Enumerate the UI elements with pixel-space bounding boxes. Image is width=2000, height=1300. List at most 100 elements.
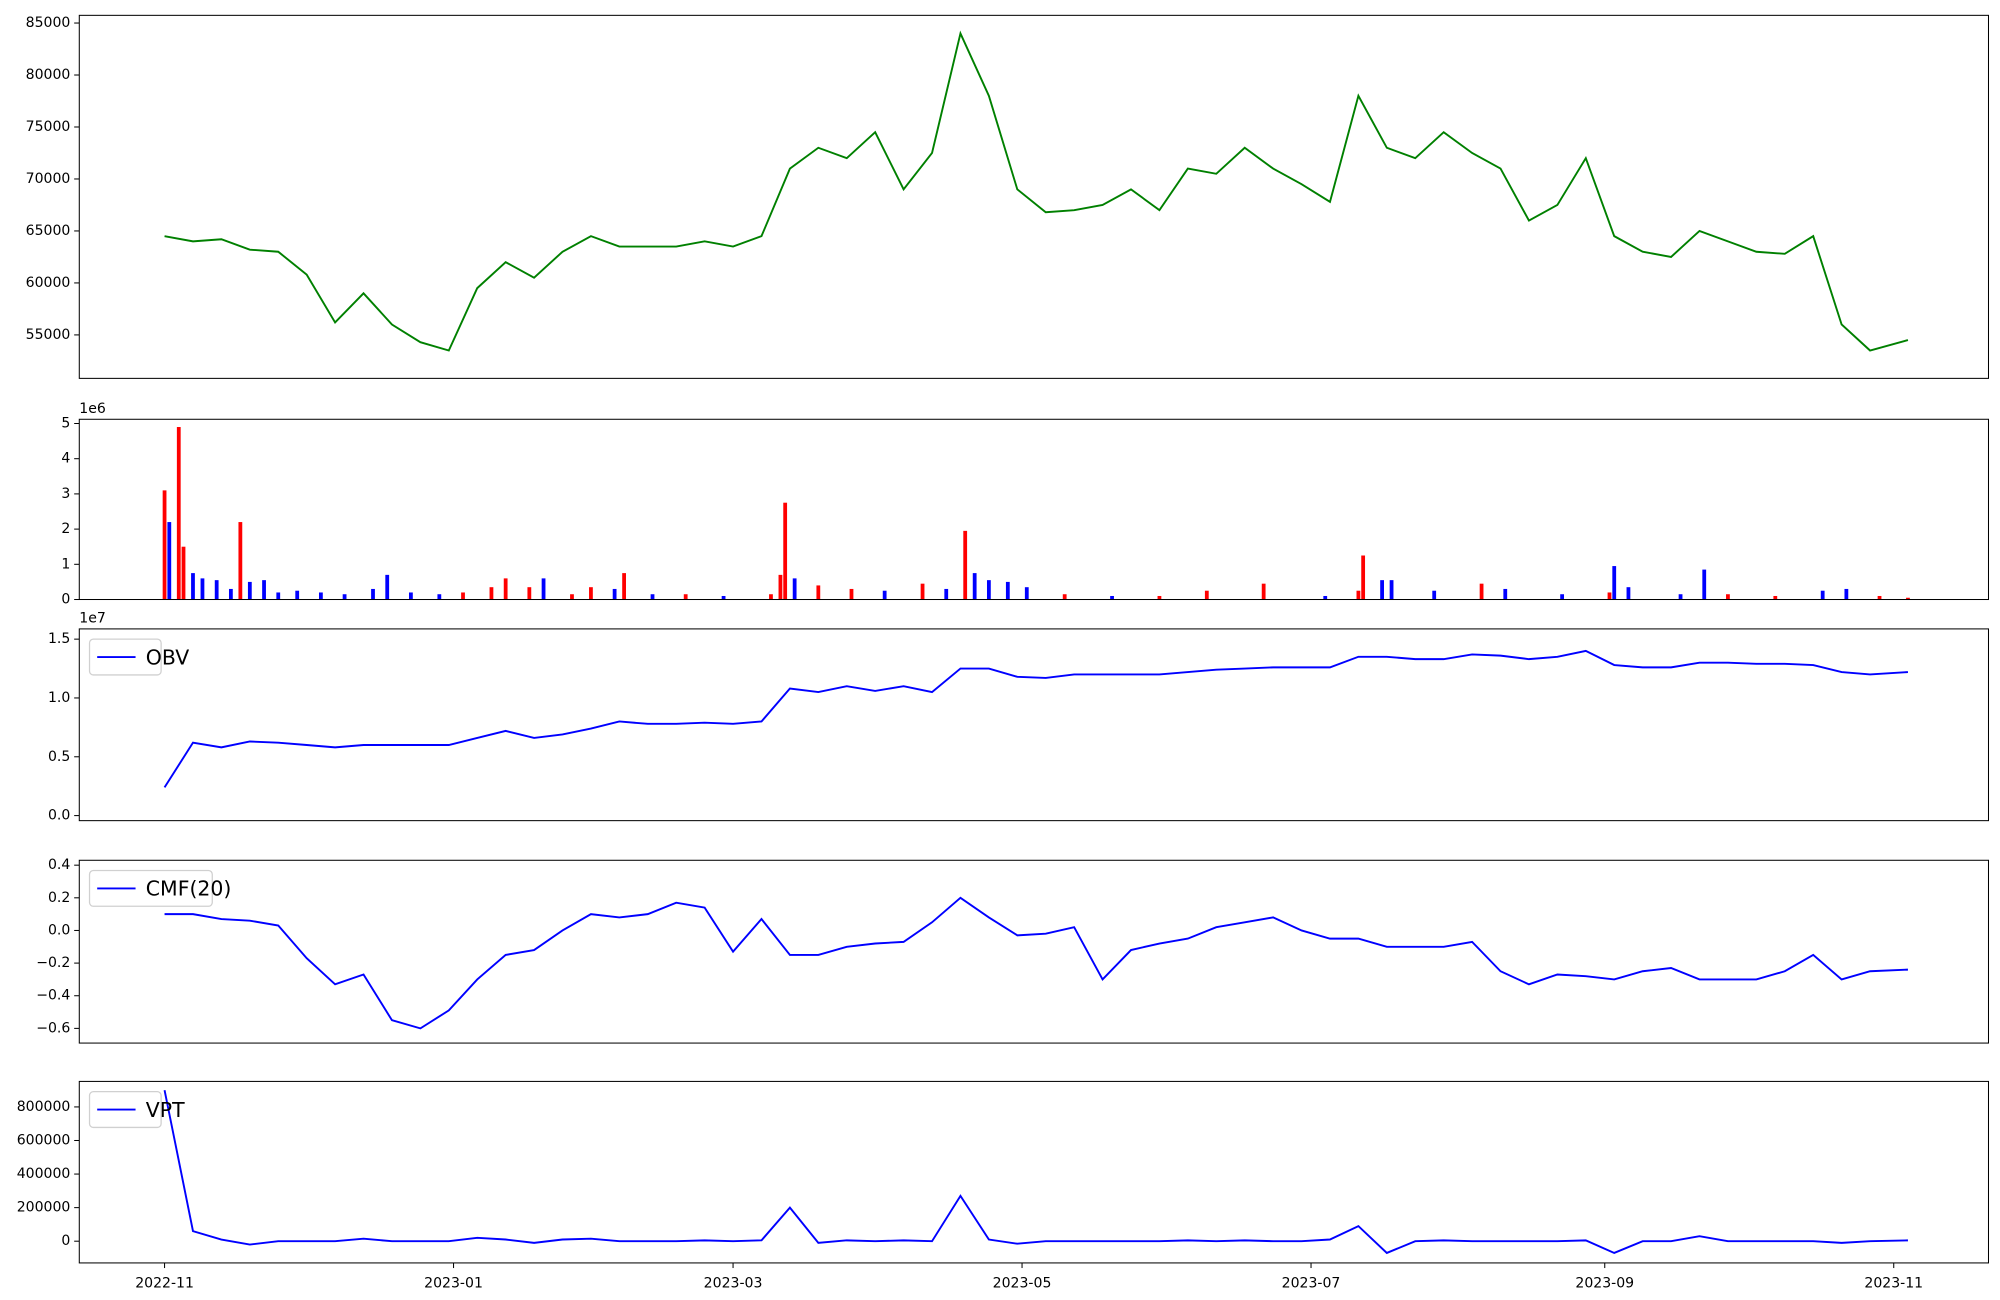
axes-frame: [78, 859, 1990, 1044]
volume-bar: [721, 595, 726, 600]
volume-bar: [769, 594, 773, 600]
volume-bar: [176, 427, 181, 600]
x-tick-label: 2023-09: [1575, 1275, 1634, 1291]
volume-bar: [1204, 590, 1209, 600]
y-tick-label: 55000: [26, 327, 71, 343]
x-tick-label: 2023-03: [704, 1275, 763, 1291]
volume-bar: [1356, 590, 1361, 600]
y-tick-label: −0.2: [36, 955, 70, 971]
volume-bar: [1612, 566, 1617, 600]
legend-label: VPT: [146, 1098, 185, 1122]
volume-bar: [650, 594, 655, 600]
axes-frame: [78, 14, 1990, 379]
volume-bar: [963, 530, 968, 600]
volume-bar: [622, 573, 626, 600]
volume-bar: [1062, 594, 1067, 600]
volume-bar: [295, 590, 300, 600]
y-tick-label: 70000: [26, 171, 71, 187]
volume-bar: [1560, 594, 1565, 600]
y-tick-label: 0.0: [48, 922, 70, 938]
y-tick-label: 600000: [17, 1132, 71, 1148]
y-tick-label: 0.5: [48, 749, 70, 765]
y-tick-label: 65000: [26, 223, 71, 239]
volume-bar: [214, 580, 219, 600]
data-line: [163, 649, 1909, 788]
volume-bar: [778, 574, 783, 600]
volume-bar: [612, 588, 617, 600]
x-tick-label: 2023-11: [1864, 1275, 1923, 1291]
data-line: [164, 896, 1908, 1030]
legend-label: OBV: [146, 645, 189, 669]
y-tick-label: 0.2: [48, 890, 70, 906]
volume-bar: [319, 592, 323, 600]
volume-bar: [541, 578, 546, 600]
volume-bar: [409, 592, 413, 600]
volume-bar: [816, 585, 821, 600]
axes-frame: [78, 628, 1990, 822]
axis-offset: 1e6: [79, 401, 106, 417]
volume-bar: [1380, 580, 1384, 600]
y-tick-label: 85000: [26, 15, 71, 31]
x-tick-label: 2023-07: [1282, 1275, 1341, 1291]
volume-bar: [503, 578, 508, 600]
y-tick-label: −0.6: [36, 1020, 70, 1036]
axes-frame: [78, 418, 1990, 601]
volume-bar: [1361, 555, 1366, 600]
y-tick-label: 75000: [26, 119, 71, 135]
y-tick-label: 0: [61, 592, 70, 608]
y-tick-label: 800000: [17, 1099, 71, 1115]
data-line: [163, 1089, 1908, 1255]
volume-bar: [1678, 594, 1683, 600]
volume-bar: [1432, 590, 1437, 600]
y-tick-label: 60000: [26, 275, 71, 291]
y-tick-label: 0.4: [48, 857, 70, 873]
volume-bar: [1773, 595, 1778, 600]
y-tick-label: 200000: [17, 1200, 71, 1216]
volume-bar: [200, 578, 205, 600]
volume-bar: [371, 588, 375, 600]
volume-bar: [1726, 594, 1730, 600]
volume-bar: [238, 522, 243, 600]
volume-bar: [944, 588, 949, 600]
y-tick-label: 2: [61, 521, 70, 537]
volume-bar: [920, 583, 925, 600]
y-tick-label: 400000: [17, 1166, 71, 1182]
volume-bar: [262, 580, 266, 600]
y-tick-label: 1: [61, 556, 70, 572]
axis-offset: 1e7: [79, 611, 106, 627]
volume-bar: [1110, 595, 1114, 600]
volume-bar: [1503, 588, 1508, 600]
volume-bar: [247, 581, 252, 600]
y-tick-label: 1.0: [48, 690, 70, 706]
volume-bar: [792, 578, 797, 600]
volume-bar: [191, 573, 195, 600]
volume-bar: [1607, 592, 1612, 600]
volume-bar: [1389, 580, 1394, 600]
volume-bar: [1906, 597, 1910, 600]
y-tick-label: 1.5: [48, 631, 70, 647]
volume-bar: [181, 546, 186, 600]
y-tick-label: 0: [61, 1233, 70, 1249]
volume-bar: [385, 574, 390, 600]
axes-frame: [78, 1080, 1990, 1264]
volume-bar: [849, 588, 854, 600]
legend-box: [88, 869, 213, 907]
y-tick-label: 5: [61, 415, 70, 431]
volume-bar: [1005, 581, 1010, 600]
volume-bar: [1323, 595, 1328, 600]
volume-bar: [276, 592, 281, 600]
volume-bar: [228, 588, 233, 600]
volume-bar: [489, 587, 494, 600]
volume-bar: [1626, 587, 1631, 600]
y-tick-label: 4: [61, 451, 70, 467]
volume-bar: [1820, 590, 1825, 600]
volume-bar: [589, 587, 593, 600]
volume-bar: [1877, 595, 1882, 600]
y-tick-label: 0.0: [48, 808, 70, 824]
y-tick-label: 80000: [26, 67, 71, 83]
volume-bar: [1844, 588, 1849, 600]
volume-bar: [1157, 595, 1162, 600]
x-tick-label: 2022-11: [135, 1275, 194, 1291]
